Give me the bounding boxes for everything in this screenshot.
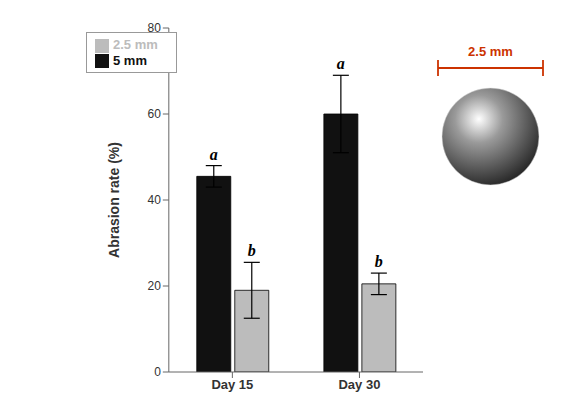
svg-text:40: 40 (147, 193, 161, 207)
svg-text:Day 30: Day 30 (338, 377, 380, 392)
svg-text:20: 20 (147, 279, 161, 293)
svg-text:Abrasion rate (%): Abrasion rate (%) (106, 142, 122, 258)
svg-text:2.5 mm: 2.5 mm (468, 44, 513, 59)
svg-text:0: 0 (154, 365, 161, 379)
html-text:2.5 mm: 2.5 mm (113, 37, 158, 52)
svg-text:b: b (375, 253, 383, 270)
html-text:5 mm: 5 mm (113, 52, 147, 68)
svg-text:80: 80 (147, 21, 161, 35)
svg-text:Day 15: Day 15 (211, 377, 253, 392)
svg-text:b: b (248, 242, 256, 259)
svg-text:60: 60 (147, 107, 161, 121)
svg-text:a: a (210, 146, 218, 163)
svg-text:a: a (337, 55, 345, 72)
